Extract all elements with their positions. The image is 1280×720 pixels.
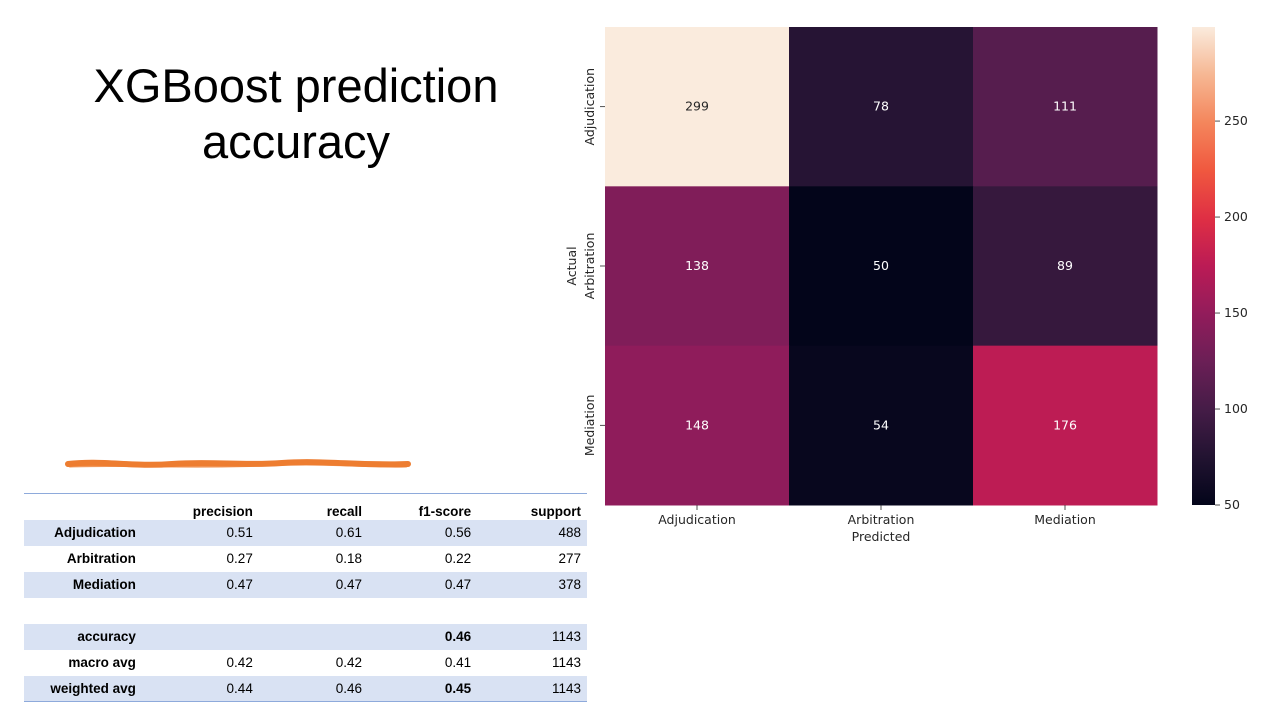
heatmap-cell <box>789 27 974 187</box>
x-tick-label: Arbitration <box>848 512 915 527</box>
slide-title: XGBoost prediction accuracy <box>40 58 552 170</box>
slide-title-line-1: XGBoost prediction <box>93 59 499 112</box>
support-value: 1143 <box>477 623 587 650</box>
table-row: Adjudication 0.51 0.61 0.56 488 <box>24 519 587 546</box>
y-tick-label: Adjudication <box>582 68 597 146</box>
x-tick-label: Adjudication <box>658 512 736 527</box>
orange-underline-stroke <box>65 459 411 468</box>
table-row: Arbitration 0.27 0.18 0.22 277 <box>24 546 587 572</box>
cell-value-label: 50 <box>873 258 889 273</box>
y-tick-label: Mediation <box>582 395 597 457</box>
slide-title-line-2: accuracy <box>201 115 391 168</box>
cell-value-label: 299 <box>685 99 709 114</box>
colorbar <box>1192 27 1215 505</box>
row-label: Arbitration <box>66 551 136 566</box>
table-row: Mediation 0.47 0.47 0.47 378 <box>24 571 587 598</box>
row-label: Adjudication <box>24 519 142 546</box>
cell-value-label: 138 <box>685 258 709 273</box>
heatmap-cell <box>789 186 974 347</box>
support-value: 277 <box>558 551 581 566</box>
precision-value: 0.27 <box>226 551 253 566</box>
cell-value-label: 148 <box>685 417 709 432</box>
recall-value <box>258 623 368 650</box>
heatmap-cell <box>973 186 1158 347</box>
table-row: accuracy 0.46 1143 <box>24 623 587 650</box>
recall-value: 0.61 <box>258 519 368 546</box>
heatmap-cell <box>605 186 790 347</box>
heatmap-cell <box>789 345 974 506</box>
y-axis-label: Actual <box>564 246 579 285</box>
precision-value <box>141 623 259 650</box>
recall-value: 0.47 <box>258 571 368 598</box>
precision-value: 0.51 <box>141 519 259 546</box>
cell-value-label: 54 <box>873 417 889 432</box>
f1-value: 0.45 <box>367 675 478 702</box>
cell-value-label: 176 <box>1053 417 1077 432</box>
colorbar-tick-label: 150 <box>1224 305 1248 320</box>
recall-value: 0.42 <box>335 655 362 670</box>
support-value: 1143 <box>551 655 581 670</box>
cell-value-label: 78 <box>873 99 889 114</box>
colorbar-tick-label: 50 <box>1224 497 1240 512</box>
header-support: support <box>477 493 587 520</box>
colorbar-tick-label: 250 <box>1224 113 1248 128</box>
heatmap-cell <box>605 345 790 506</box>
y-tick-label: Arbitration <box>582 233 597 300</box>
row-label: accuracy <box>24 623 142 650</box>
f1-value: 0.47 <box>367 571 478 598</box>
cell-value-label: 89 <box>1057 258 1073 273</box>
support-value: 378 <box>477 571 587 598</box>
cell-value-label: 111 <box>1053 99 1077 114</box>
table-spacer-row <box>24 598 587 624</box>
row-label: weighted avg <box>24 675 142 702</box>
row-label: macro avg <box>68 655 136 670</box>
x-tick-label: Mediation <box>1034 512 1096 527</box>
table-row: weighted avg 0.44 0.46 0.45 1143 <box>24 675 587 702</box>
x-axis-label: Predicted <box>852 529 911 544</box>
table-row: macro avg 0.42 0.42 0.41 1143 <box>24 650 587 676</box>
f1-value: 0.41 <box>444 655 472 670</box>
header-recall: recall <box>258 493 368 520</box>
precision-value: 0.42 <box>226 655 253 670</box>
f1-value: 0.56 <box>367 519 478 546</box>
f1-value: 0.46 <box>367 623 478 650</box>
recall-value: 0.18 <box>335 551 362 566</box>
header-f1-score: f1-score <box>367 493 478 520</box>
support-value: 1143 <box>477 675 587 702</box>
classification-report-table: precision recall f1-score support Adjudi… <box>24 493 587 702</box>
heatmap-cell <box>973 345 1158 506</box>
row-label: Mediation <box>24 571 142 598</box>
table-header-row: precision recall f1-score support <box>24 493 587 520</box>
heatmap-cell <box>605 27 790 187</box>
recall-value: 0.46 <box>258 675 368 702</box>
header-label <box>24 493 142 520</box>
precision-value: 0.44 <box>141 675 259 702</box>
heatmap-cell <box>973 27 1158 187</box>
colorbar-tick-label: 200 <box>1224 209 1248 224</box>
f1-value: 0.22 <box>444 551 472 566</box>
colorbar-tick-label: 100 <box>1224 401 1248 416</box>
header-precision: precision <box>141 493 259 520</box>
precision-value: 0.47 <box>141 571 259 598</box>
support-value: 488 <box>477 519 587 546</box>
